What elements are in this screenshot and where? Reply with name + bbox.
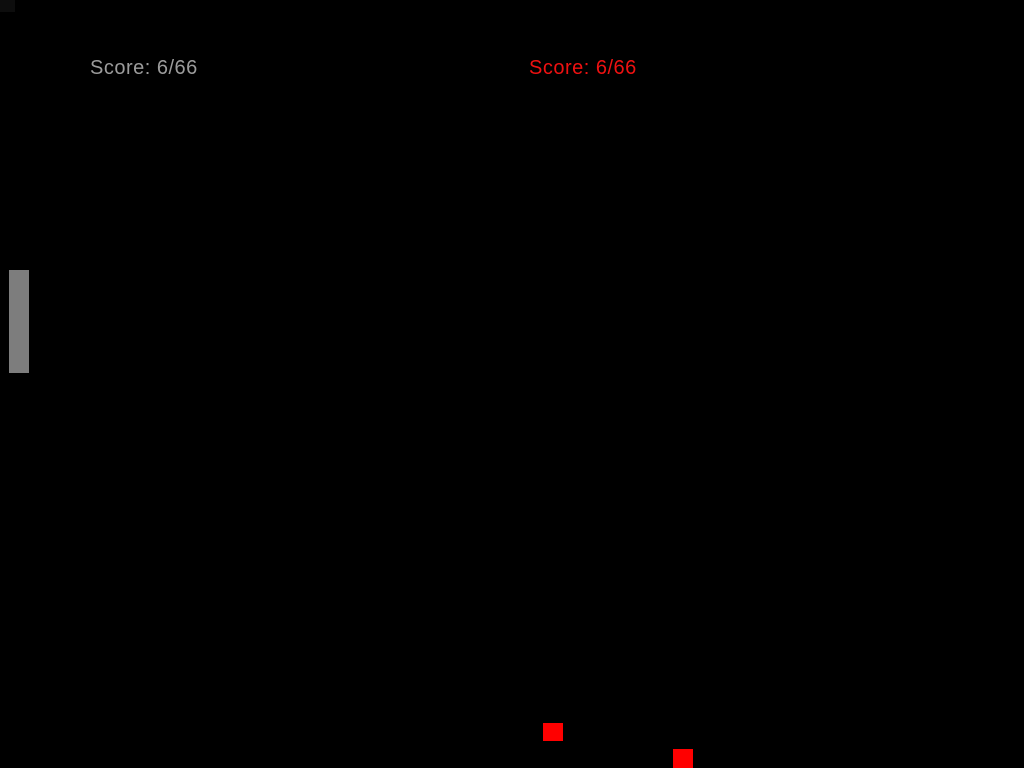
player-score-label: Score: 6/66 [90,57,198,79]
red-block [673,749,693,768]
corner-artifact [0,0,15,12]
enemy-score-label: Score: 6/66 [529,57,637,79]
red-block [543,723,563,741]
player-paddle [9,270,29,373]
